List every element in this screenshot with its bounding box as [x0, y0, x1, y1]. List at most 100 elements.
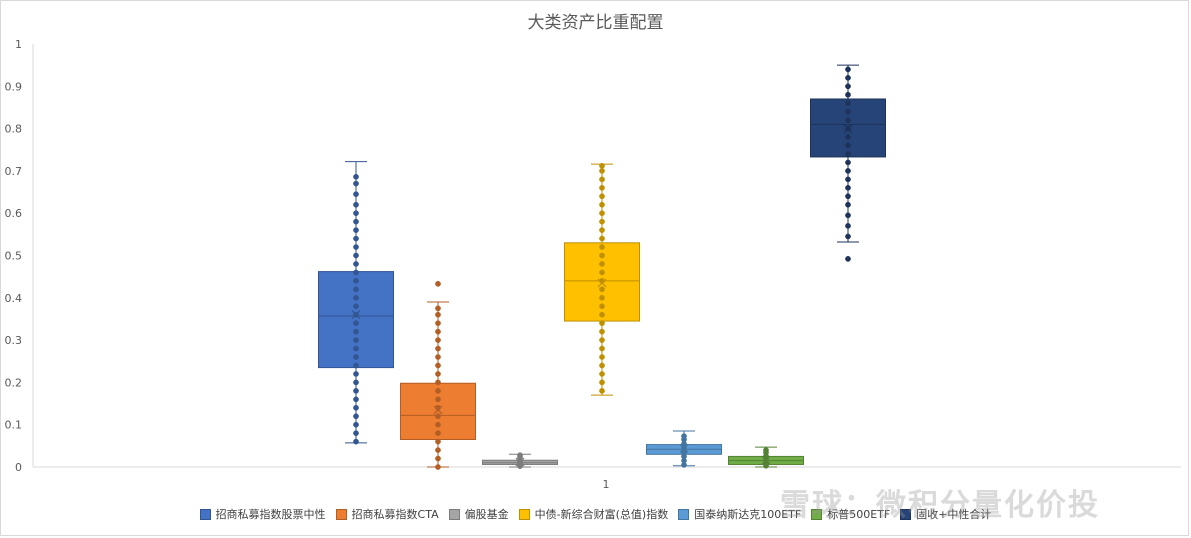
data-point	[599, 168, 605, 174]
data-point	[763, 447, 769, 453]
data-point	[353, 303, 359, 310]
data-point	[435, 320, 441, 327]
data-point	[599, 362, 605, 369]
data-point	[435, 455, 441, 462]
data-point	[353, 388, 359, 394]
data-point	[353, 191, 359, 198]
data-point	[353, 371, 359, 377]
mean-marker	[679, 443, 689, 453]
data-point	[353, 227, 359, 233]
data-point	[845, 256, 851, 262]
data-point	[435, 362, 441, 369]
legend-label: 招商私募指数股票中性	[215, 508, 326, 521]
data-point	[599, 235, 605, 242]
data-point	[353, 173, 359, 180]
data-point	[435, 328, 441, 335]
legend-item: 国泰纳斯达克100ETF	[678, 506, 801, 522]
data-point	[599, 244, 605, 250]
data-point	[435, 311, 441, 318]
data-point	[353, 269, 359, 276]
data-point	[353, 438, 359, 445]
legend-label: 固收+中性合计	[916, 508, 992, 521]
data-point	[845, 91, 851, 98]
data-point	[599, 320, 605, 327]
y-tick-label: 0.3	[5, 334, 23, 347]
legend-item: 招商私募指数CTA	[335, 506, 439, 522]
data-point	[353, 294, 359, 301]
data-point	[599, 184, 605, 191]
data-point	[599, 201, 605, 208]
data-point	[353, 320, 359, 327]
y-tick-label: 0.8	[5, 123, 23, 136]
data-point	[845, 83, 851, 90]
mean-marker	[597, 278, 607, 288]
data-point	[599, 176, 605, 183]
data-point	[599, 388, 605, 394]
data-point	[599, 252, 605, 259]
data-point	[435, 396, 441, 403]
legend-item: 偏股基金	[448, 506, 509, 522]
data-point	[845, 201, 851, 208]
data-point	[599, 261, 605, 267]
y-tick-label: 0.1	[5, 419, 23, 432]
data-point	[353, 286, 359, 293]
legend-swatch	[900, 508, 912, 520]
mean-marker	[843, 124, 853, 134]
data-point	[353, 328, 359, 335]
data-point	[435, 447, 441, 453]
legend-swatch	[518, 508, 530, 520]
data-point	[845, 74, 851, 81]
data-point	[435, 413, 441, 420]
chart-title: 大类资产比重配置	[527, 13, 664, 33]
legend-label: 招商私募指数CTA	[351, 508, 439, 521]
y-tick-label: 1	[15, 38, 22, 51]
data-point	[353, 345, 359, 352]
y-tick-label: 0.4	[5, 292, 23, 305]
data-point	[353, 354, 359, 360]
data-point	[599, 371, 605, 377]
legend-label: 标普500ETF	[827, 508, 891, 521]
data-point	[599, 345, 605, 352]
x-tick-label: 1	[603, 478, 610, 491]
legend-item: 标普500ETF	[811, 506, 890, 522]
data-point	[353, 235, 359, 242]
data-point	[353, 201, 359, 208]
data-point	[353, 362, 359, 369]
data-point	[353, 252, 359, 259]
data-point	[845, 142, 851, 149]
data-point	[435, 305, 441, 312]
data-point	[435, 280, 441, 287]
data-point	[435, 421, 441, 428]
data-point	[845, 100, 851, 107]
mean-marker	[515, 457, 525, 467]
legend-swatch	[811, 508, 823, 520]
data-point	[435, 345, 441, 352]
data-point	[845, 176, 851, 183]
legend-label: 中债-新综合财富(总值)指数	[534, 508, 669, 521]
data-point	[845, 66, 851, 73]
data-point	[353, 244, 359, 250]
data-point	[353, 396, 359, 403]
legend-swatch	[335, 508, 347, 520]
y-tick-label: 0.6	[5, 207, 23, 220]
data-point	[845, 193, 851, 200]
data-point	[435, 464, 441, 470]
legend-swatch	[678, 508, 690, 520]
y-tick-label: 0.2	[5, 376, 23, 389]
data-point	[845, 159, 851, 166]
mean-marker	[433, 405, 443, 415]
data-point	[353, 337, 359, 343]
legend-item: 固收+中性合计	[900, 506, 991, 522]
y-tick-label: 0	[15, 461, 22, 474]
data-point	[435, 337, 441, 343]
y-tick-label: 0.9	[5, 80, 23, 93]
box-0	[318, 271, 394, 369]
data-point	[845, 134, 851, 140]
data-point	[353, 413, 359, 420]
data-point	[599, 210, 605, 217]
data-point	[599, 227, 605, 233]
data-point	[845, 184, 851, 191]
data-point	[353, 278, 359, 284]
